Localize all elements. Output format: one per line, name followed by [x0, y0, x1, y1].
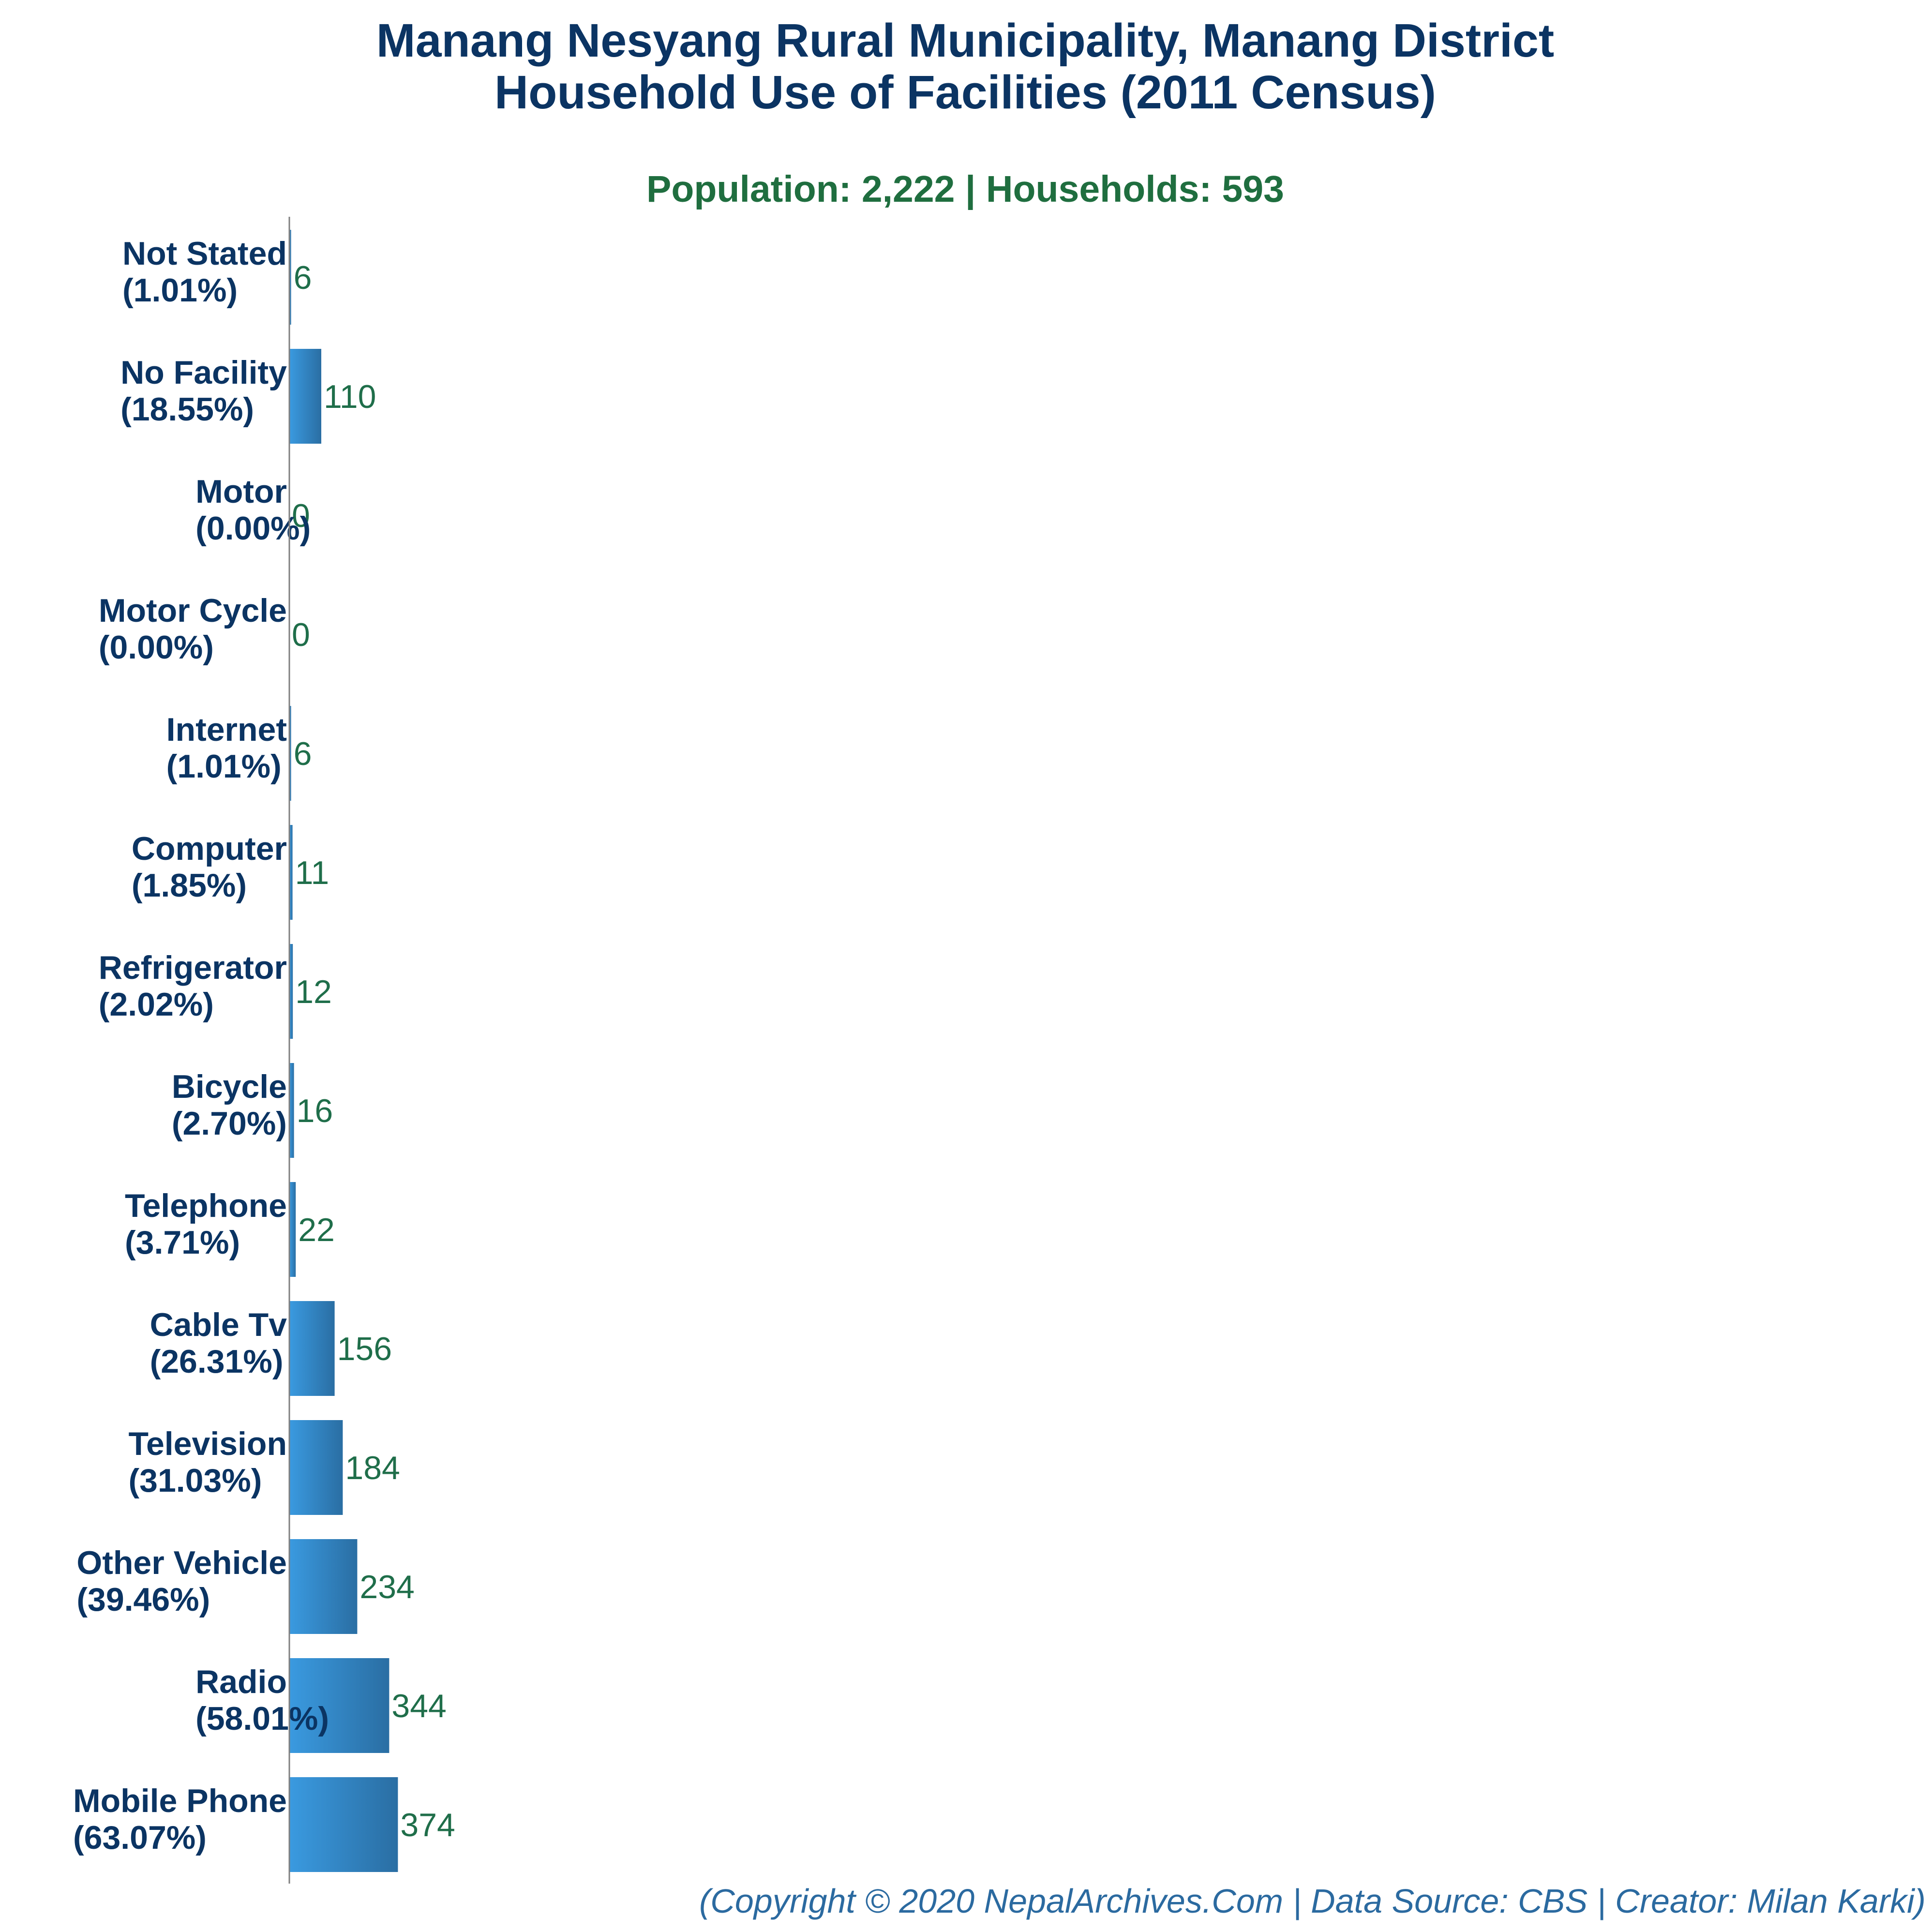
category-pct-radio: (58.01%): [195, 1700, 329, 1737]
category-label-no-facility: No Facility: [120, 354, 287, 391]
chart-title-line-2: Household Use of Facilities (2011 Census…: [494, 66, 1436, 119]
bar-group-cable-tv: 156 Cable Tv(26.31%): [150, 1301, 392, 1396]
bar-not-stated: [289, 230, 291, 325]
category-pct-other-vehicle: (39.46%): [76, 1581, 210, 1618]
bar-group-telephone: 22 Telephone(3.71%): [125, 1182, 335, 1277]
value-label-not-stated: 6: [294, 259, 312, 296]
value-label-bicycle: 16: [297, 1093, 333, 1129]
category-label-motor-cycle: Motor Cycle: [99, 592, 287, 629]
category-pct-telephone: (3.71%): [125, 1224, 240, 1261]
bar-bicycle: [289, 1063, 294, 1158]
category-pct-motor-cycle: (0.00%): [99, 629, 214, 666]
value-label-other-vehicle: 234: [359, 1569, 414, 1605]
bar-group-bicycle: 16 Bicycle(2.70%): [172, 1063, 333, 1158]
chart-title-line-1: Manang Nesyang Rural Municipality, Manan…: [376, 14, 1554, 67]
bar-radio: [289, 1658, 389, 1753]
bar-group-mobile-phone: 374 Mobile Phone(63.07%): [73, 1777, 455, 1872]
category-label-telephone: Telephone: [125, 1187, 287, 1224]
value-label-motor-cycle: 0: [292, 616, 310, 653]
value-label-no-facility: 110: [324, 378, 376, 415]
category-label-mobile-phone: Mobile Phone: [73, 1782, 287, 1819]
category-pct-internet: (1.01%): [166, 748, 282, 785]
bar-internet: [289, 706, 291, 801]
value-label-television: 184: [345, 1450, 400, 1486]
category-pct-refrigerator: (2.02%): [99, 986, 214, 1023]
bar-television: [289, 1420, 343, 1515]
bar-group-radio: 344 Radio(58.01%): [195, 1658, 447, 1753]
bar-group-other-vehicle: 234 Other Vehicle(39.46%): [76, 1539, 415, 1634]
bar-group-no-facility: 110 No Facility(18.55%): [120, 349, 376, 444]
category-pct-mobile-phone: (63.07%): [73, 1819, 207, 1856]
category-pct-television: (31.03%): [128, 1462, 262, 1499]
value-label-cable-tv: 156: [337, 1331, 392, 1367]
category-label-internet: Internet: [166, 711, 287, 748]
value-label-internet: 6: [294, 735, 312, 772]
bar-computer: [289, 825, 293, 920]
category-label-other-vehicle: Other Vehicle: [76, 1544, 287, 1581]
bar-mobile-phone: [289, 1777, 398, 1872]
value-label-refrigerator: 12: [295, 973, 332, 1010]
category-label-bicycle: Bicycle: [172, 1068, 287, 1105]
category-pct-no-facility: (18.55%): [120, 391, 254, 428]
category-pct-motor: (0.00%): [195, 510, 311, 547]
value-label-telephone: 22: [298, 1212, 335, 1248]
category-label-computer: Computer: [132, 830, 287, 867]
bar-no-facility: [289, 349, 321, 444]
value-label-motor: 0: [292, 497, 310, 534]
footer-credit: (Copyright © 2020 NepalArchives.Com | Da…: [699, 1882, 1926, 1920]
category-label-television: Television: [128, 1425, 287, 1462]
bar-telephone: [289, 1182, 296, 1277]
category-label-radio: Radio: [195, 1663, 287, 1700]
bar-cable-tv: [289, 1301, 335, 1396]
category-pct-bicycle: (2.70%): [172, 1105, 287, 1142]
category-label-refrigerator: Refrigerator: [99, 949, 287, 986]
value-label-radio: 344: [391, 1688, 446, 1724]
category-pct-cable-tv: (26.31%): [150, 1343, 284, 1380]
bar-other-vehicle: [289, 1539, 358, 1634]
value-label-mobile-phone: 374: [400, 1807, 455, 1843]
category-pct-computer: (1.85%): [132, 867, 247, 904]
bar-refrigerator: [289, 944, 293, 1039]
bar-group-television: 184 Television(31.03%): [128, 1420, 400, 1515]
category-label-cable-tv: Cable Tv: [150, 1306, 287, 1343]
category-pct-not-stated: (1.01%): [122, 272, 238, 309]
category-label-not-stated: Not Stated: [122, 235, 287, 272]
chart-subtitle: Population: 2,222 | Households: 593: [646, 168, 1284, 210]
category-label-motor: Motor: [195, 473, 287, 510]
value-label-computer: 11: [295, 854, 329, 891]
